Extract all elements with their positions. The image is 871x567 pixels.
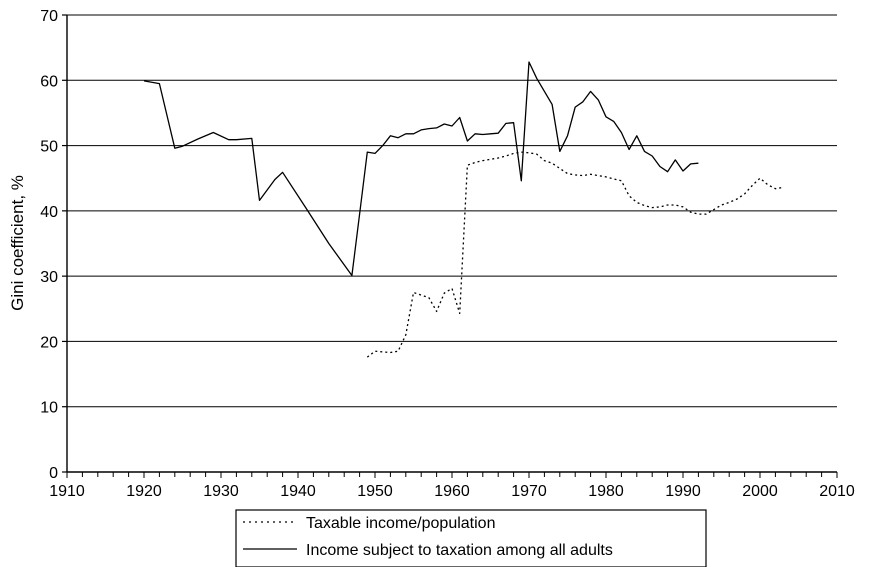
- y-tick-label: 30: [40, 269, 58, 286]
- series-line-taxable-income: [366, 151, 784, 358]
- legend-box: [235, 509, 707, 567]
- y-tick-label: 10: [40, 400, 58, 417]
- x-axis-ticks: 1910 1920 1930 1940 1950 1960 1970 1980 1990 2000…: [49, 472, 855, 500]
- y-tick-label: 70: [40, 8, 58, 25]
- x-tick-label: 1970: [511, 483, 547, 500]
- series-line-income-subject-to-taxation: [143, 61, 699, 277]
- x-tick-label: 1940: [280, 483, 316, 500]
- y-tick-label: 60: [40, 73, 58, 90]
- legend-label-income-subject-to-taxation: Income subject to taxation among all adu…: [306, 542, 613, 559]
- x-tick-label: 1930: [203, 483, 239, 500]
- axes: [66, 15, 837, 473]
- legend: Taxable income/population Income subject…: [235, 509, 707, 567]
- x-tick-label: 2010: [819, 483, 855, 500]
- y-tick-label: 50: [40, 139, 58, 156]
- legend-label-taxable-income: Taxable income/population: [306, 515, 495, 532]
- x-tick-label: 1910: [49, 483, 85, 500]
- horizontal-gridlines: [67, 14, 837, 408]
- y-axis-ticks: 0 10 20 30 40 50 60 70: [40, 8, 67, 482]
- x-tick-label: 1980: [588, 483, 624, 500]
- x-tick-label: 1990: [665, 483, 701, 500]
- x-tick-label: 1950: [357, 483, 393, 500]
- x-tick-label: 1920: [126, 483, 162, 500]
- series-layer: [143, 61, 784, 358]
- y-tick-label: 20: [40, 334, 58, 351]
- y-tick-label: 0: [49, 465, 58, 482]
- x-tick-label: 1960: [434, 483, 470, 500]
- x-tick-label: 2000: [742, 483, 778, 500]
- y-tick-label: 40: [40, 204, 58, 221]
- y-axis-title: Gini coefficient, %: [8, 175, 27, 311]
